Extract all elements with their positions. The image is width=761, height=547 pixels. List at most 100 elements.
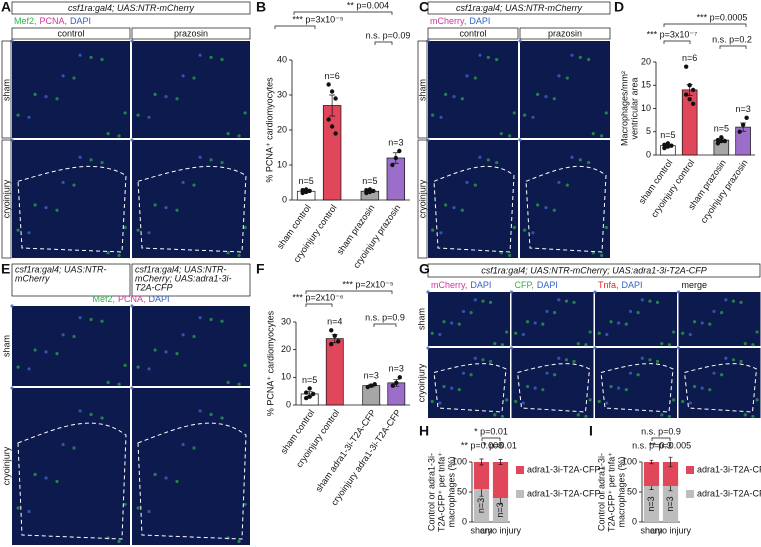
cell bbox=[692, 384, 697, 389]
cell bbox=[442, 384, 446, 389]
injury-outline bbox=[17, 165, 127, 253]
cell bbox=[755, 398, 759, 402]
cell bbox=[509, 290, 514, 294]
data-point bbox=[303, 390, 309, 395]
cell bbox=[220, 160, 224, 165]
cell bbox=[708, 322, 712, 326]
cell bbox=[209, 55, 213, 59]
cell bbox=[100, 416, 104, 420]
column-label: prazosin bbox=[174, 28, 208, 38]
stain-label: CFP, DAPI bbox=[515, 280, 558, 290]
cell bbox=[452, 94, 456, 99]
cell bbox=[33, 348, 37, 352]
cell bbox=[712, 371, 716, 375]
cell bbox=[106, 380, 110, 385]
row-box bbox=[1, 40, 12, 139]
stain: Mef2, bbox=[14, 16, 37, 26]
injury-outline bbox=[516, 363, 591, 413]
cell bbox=[430, 331, 434, 335]
cell bbox=[153, 472, 157, 477]
cell bbox=[438, 401, 442, 405]
cell bbox=[209, 158, 213, 162]
data-point bbox=[683, 64, 689, 69]
genotype-box bbox=[427, 1, 611, 15]
panel-letter: B bbox=[256, 0, 266, 15]
error-bar bbox=[498, 459, 503, 465]
cell bbox=[164, 350, 168, 354]
cell bbox=[648, 299, 652, 303]
stain-label: merge bbox=[682, 280, 708, 290]
column-header bbox=[131, 27, 251, 40]
data-point bbox=[336, 339, 341, 344]
stain: mCherry, bbox=[430, 16, 466, 26]
data-point bbox=[690, 101, 696, 107]
cell bbox=[731, 299, 736, 303]
cell bbox=[450, 321, 454, 325]
stain: DAPI bbox=[470, 280, 491, 290]
cell bbox=[552, 208, 556, 212]
data-point bbox=[390, 162, 395, 168]
cell bbox=[181, 442, 185, 447]
cell bbox=[438, 332, 442, 337]
cell bbox=[439, 231, 443, 235]
micrograph bbox=[12, 140, 130, 258]
cell bbox=[123, 225, 127, 230]
significance-bracket bbox=[481, 437, 501, 441]
data-point bbox=[722, 138, 728, 144]
cell bbox=[681, 399, 685, 404]
cell bbox=[55, 479, 59, 484]
cell bbox=[531, 115, 535, 119]
cell bbox=[609, 320, 613, 324]
cell bbox=[700, 386, 704, 390]
row-box bbox=[417, 139, 428, 259]
cell bbox=[117, 253, 121, 257]
micrograph bbox=[678, 348, 761, 418]
cell bbox=[136, 365, 140, 369]
cell bbox=[541, 388, 545, 392]
cell bbox=[130, 39, 134, 43]
significance-bracket bbox=[305, 303, 333, 307]
cell bbox=[123, 502, 127, 507]
cell bbox=[16, 113, 20, 117]
data-point bbox=[719, 135, 724, 140]
cell bbox=[576, 413, 580, 417]
row-box bbox=[1, 139, 12, 259]
cell bbox=[500, 414, 504, 419]
micrograph bbox=[132, 388, 250, 545]
data-point bbox=[300, 188, 305, 193]
cell bbox=[481, 358, 485, 362]
data-point bbox=[665, 144, 671, 149]
cell bbox=[147, 231, 151, 235]
cell bbox=[525, 384, 530, 389]
cell bbox=[672, 330, 676, 334]
cell bbox=[72, 334, 76, 339]
cell bbox=[27, 231, 31, 235]
cell bbox=[243, 111, 247, 115]
cell bbox=[660, 413, 664, 417]
bar-segment bbox=[492, 498, 509, 522]
cell bbox=[533, 321, 537, 325]
micrograph bbox=[12, 41, 130, 138]
cell bbox=[624, 322, 628, 326]
cell bbox=[478, 53, 482, 57]
micrograph bbox=[428, 292, 510, 346]
cell bbox=[117, 382, 121, 386]
x-tick-label: cryo injury bbox=[480, 525, 522, 535]
cell bbox=[426, 346, 430, 350]
cell bbox=[505, 398, 509, 402]
cell bbox=[33, 472, 37, 477]
cell bbox=[720, 373, 724, 377]
y-tick-label: 0 bbox=[646, 149, 651, 159]
cell bbox=[431, 228, 435, 232]
cell bbox=[605, 332, 609, 337]
cell bbox=[243, 502, 247, 507]
cell bbox=[712, 309, 716, 314]
cell bbox=[33, 203, 37, 207]
cell bbox=[243, 363, 247, 367]
cell bbox=[593, 346, 597, 350]
n-label: n=3 bbox=[388, 137, 403, 147]
y-axis-label: T2A-CFP⁺ per tnfa⁺ bbox=[606, 452, 616, 532]
cell bbox=[500, 343, 504, 347]
cell bbox=[106, 132, 110, 136]
cell bbox=[708, 388, 712, 392]
